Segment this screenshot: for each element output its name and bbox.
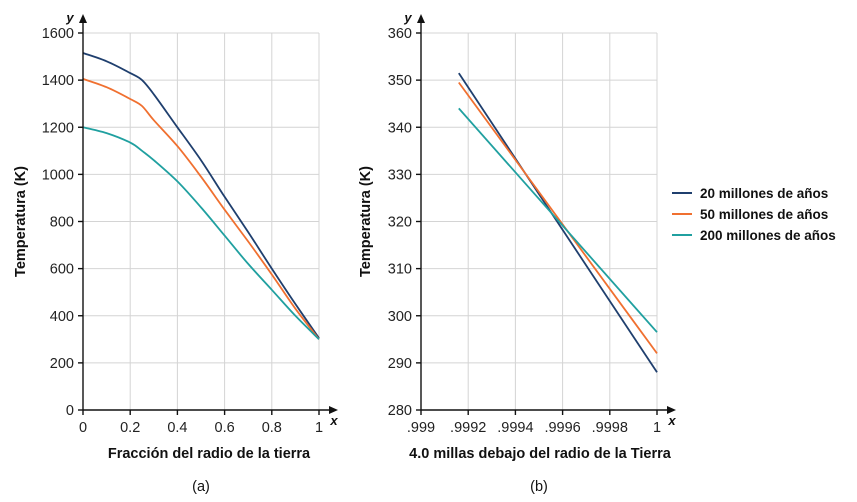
y-axis-letter: y	[403, 10, 412, 25]
chart-panel-b: y x .999 .9992 .9994 .9996 .9998 1 280 290 300 310 3…	[358, 10, 676, 495]
legend-label-0: 20 millones de años	[700, 186, 828, 201]
y-axis-arrow	[79, 14, 87, 23]
y-axis-letter: y	[65, 10, 74, 25]
series-line-1	[82, 78, 320, 340]
y-tick-label: 350	[388, 73, 412, 89]
y-tick-label: 1200	[42, 120, 74, 136]
legend: 20 millones de años 50 millones de años 20…	[672, 186, 836, 243]
x-axis-title: 4.0 millas debajo del radio de la Tierra	[409, 446, 672, 462]
y-tick-label: 200	[50, 356, 74, 372]
y-axis-title: Temperatura (K)	[13, 166, 29, 277]
x-axis-letter: x	[667, 413, 676, 428]
x-tick-label: 1	[653, 420, 661, 436]
y-tick-label: 310	[388, 262, 412, 278]
x-tick-label: 0.2	[120, 420, 140, 436]
series-line-2	[82, 126, 320, 340]
panel-caption: (a)	[192, 479, 210, 495]
y-tick-label: 290	[388, 356, 412, 372]
x-tick-label: .9998	[592, 420, 628, 436]
x-axis-arrow	[667, 406, 676, 414]
x-tick-label: .9992	[450, 420, 486, 436]
series-line-2	[458, 107, 658, 333]
y-tick-label: 0	[66, 403, 74, 419]
series-line-0	[82, 52, 320, 339]
x-axis-arrow	[329, 406, 338, 414]
x-tick-label: .999	[407, 420, 435, 436]
chart-panel-a: y x 0 0.2 0.4 0.6 0.8 1 0 200 400 600 800 1000 1200 140…	[13, 10, 338, 495]
y-tick-label: 360	[388, 26, 412, 42]
x-tick-label: 0.8	[262, 420, 282, 436]
y-tick-label: 280	[388, 403, 412, 419]
legend-label-2: 200 millones de años	[700, 228, 836, 243]
y-tick-label: 330	[388, 167, 412, 183]
y-tick-label: 1000	[42, 167, 74, 183]
x-tick-label: 1	[315, 420, 323, 436]
y-tick-label: 800	[50, 215, 74, 231]
x-tick-label: 0.4	[167, 420, 187, 436]
y-axis-title: Temperatura (K)	[358, 166, 374, 277]
x-axis-letter: x	[329, 413, 338, 428]
legend-label-1: 50 millones de años	[700, 207, 828, 222]
y-axis-arrow	[417, 14, 425, 23]
y-tick-label: 300	[388, 309, 412, 325]
x-axis-title: Fracción del radio de la tierra	[108, 446, 311, 462]
x-tick-label: .9994	[497, 420, 533, 436]
y-tick-label: 340	[388, 120, 412, 136]
y-tick-label: 320	[388, 215, 412, 231]
y-tick-label: 400	[50, 309, 74, 325]
y-tick-label: 1600	[42, 26, 74, 42]
panel-caption: (b)	[530, 479, 548, 495]
x-tick-label: .9996	[544, 420, 580, 436]
series-line-0	[458, 72, 658, 373]
x-tick-label: 0	[79, 420, 87, 436]
y-tick-label: 600	[50, 262, 74, 278]
series-line-1	[458, 81, 658, 354]
y-tick-label: 1400	[42, 73, 74, 89]
x-tick-label: 0.6	[215, 420, 235, 436]
